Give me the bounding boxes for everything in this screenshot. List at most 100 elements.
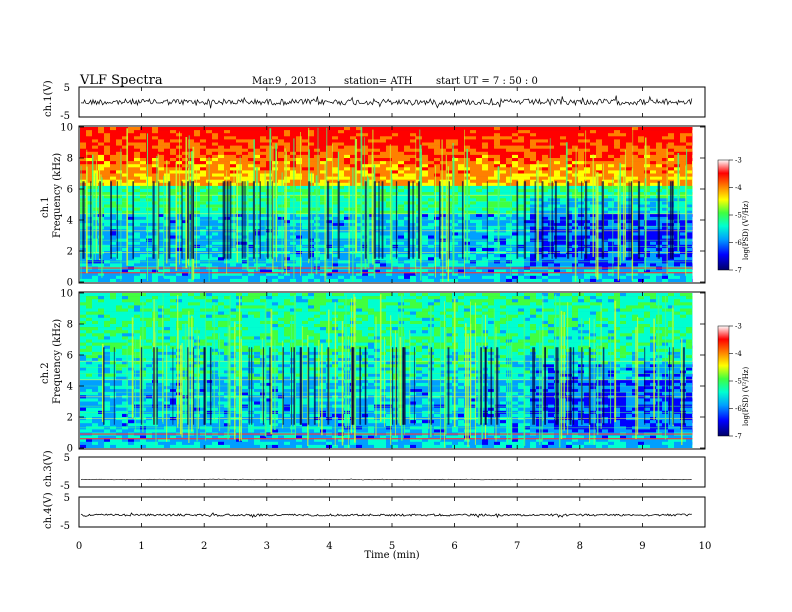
spectrogram-cell: [668, 133, 675, 137]
spectrogram-cell: [284, 185, 291, 190]
spectrogram-cell: [434, 161, 441, 165]
spectrogram-cell: [470, 182, 477, 187]
spectrogram-cell: [542, 223, 549, 227]
spectrogram-cell: [482, 164, 489, 168]
spectrogram-cell: [290, 154, 297, 159]
spectrogram-cell: [512, 142, 519, 146]
spectrogram-cell: [488, 170, 495, 174]
spectrogram-cell: [116, 173, 123, 177]
spectrogram-cell: [686, 232, 693, 236]
spectrogram-cell: [602, 220, 609, 224]
spectrogram-cell: [380, 170, 387, 174]
spectrogram-cell: [368, 241, 375, 246]
spectrogram-cell: [488, 223, 495, 227]
spectrogram-cell: [548, 207, 555, 211]
spectrogram-cell: [500, 220, 507, 224]
spectrogram-cell: [548, 154, 555, 159]
spectrogram-cell: [434, 232, 441, 236]
spectrogram-cell: [602, 145, 609, 149]
spectrogram-cell: [320, 247, 327, 252]
spectrogram-cell: [584, 164, 591, 168]
spectrogram-cell: [314, 133, 321, 137]
spectrogram-cell: [338, 216, 345, 221]
spectrogram-cell: [272, 179, 279, 184]
spectrogram-cell: [248, 133, 255, 137]
spectrogram-cell: [530, 136, 537, 140]
spectrogram-cell: [86, 201, 93, 205]
spectrogram-cell: [368, 204, 375, 208]
spectrogram-cell: [446, 167, 453, 171]
spectrogram-cell: [104, 185, 111, 190]
spectrogram-cell: [668, 207, 675, 211]
spectrogram-cell: [596, 201, 603, 205]
spectrogram-cell: [554, 130, 561, 134]
spectrogram-cell: [494, 154, 501, 159]
spectrogram-cell: [506, 133, 513, 137]
spectrogram-cell: [410, 133, 417, 137]
spectrogram-cell: [434, 223, 441, 227]
spectrogram-cell: [386, 263, 393, 267]
spectrogram-cell: [590, 127, 597, 131]
spectrogram-cell: [308, 195, 315, 199]
spectrogram-cell: [392, 182, 399, 187]
spectrogram-cell: [218, 204, 225, 208]
spectrogram-cell: [632, 247, 639, 252]
spectrogram-cell: [482, 223, 489, 227]
spectrogram-cell: [140, 167, 147, 171]
spectrogram-cell: [218, 272, 225, 277]
spectrogram-cell: [578, 257, 585, 261]
spectrogram-cell: [122, 269, 129, 273]
spectrogram-cell: [668, 130, 675, 134]
spectrogram-cell: [476, 154, 483, 159]
spectrogram-cell: [452, 247, 459, 252]
spectrogram-cell: [104, 232, 111, 236]
spectrogram-cell: [338, 127, 345, 131]
spectrogram-cell: [596, 195, 603, 199]
spectrogram-cell: [476, 161, 483, 165]
spectrogram-cell: [548, 232, 555, 236]
spectrogram-cell: [392, 201, 399, 205]
spectrogram-cell: [428, 185, 435, 190]
spectrogram-cell: [320, 139, 327, 143]
spectrogram-cell: [110, 136, 117, 140]
spectrogram-cell: [404, 241, 411, 246]
spectrogram-cell: [530, 148, 537, 153]
spectrogram-cell: [272, 145, 279, 149]
spectrogram-cell: [476, 182, 483, 187]
spectrogram-cell: [590, 257, 597, 261]
spectrogram-cell: [560, 204, 567, 208]
spectrogram-cell: [86, 241, 93, 246]
spectrogram-cell: [674, 164, 681, 168]
spectrogram-cell: [638, 133, 645, 137]
spectrogram-cell: [116, 161, 123, 165]
spectrogram-cell: [122, 226, 129, 230]
spectrogram-cell: [500, 232, 507, 236]
spectrogram-cell: [326, 263, 333, 267]
spectrogram-cell: [404, 154, 411, 159]
spectrogram-cell: [482, 241, 489, 246]
spectrogram-cell: [104, 161, 111, 165]
spectrogram-cell: [458, 130, 465, 134]
spectrogram-cell: [284, 151, 291, 156]
spectrogram-cell: [308, 275, 315, 280]
spectrogram-cell: [152, 263, 159, 267]
spectrogram-cell: [554, 269, 561, 273]
spectrogram-cell: [392, 226, 399, 230]
spectrogram-cell: [392, 164, 399, 168]
spectrogram-cell: [302, 198, 309, 202]
spectrogram-cell: [392, 223, 399, 227]
spectrogram-cell: [632, 151, 639, 156]
spectrogram-cell: [302, 148, 309, 153]
spectrogram-cell: [230, 164, 237, 168]
spectrogram-cell: [86, 247, 93, 252]
spectrogram-cell: [554, 167, 561, 171]
spectrogram-cell: [344, 164, 351, 168]
spectrogram-cell: [446, 133, 453, 137]
spectrogram-cell: [248, 164, 255, 168]
spectrogram-cell: [104, 182, 111, 187]
spectrogram-cell: [98, 151, 105, 156]
spectrogram-cell: [278, 216, 285, 221]
spectrogram-cell: [554, 179, 561, 184]
spectrogram-cell: [542, 195, 549, 199]
spectrogram-cell: [614, 241, 621, 246]
